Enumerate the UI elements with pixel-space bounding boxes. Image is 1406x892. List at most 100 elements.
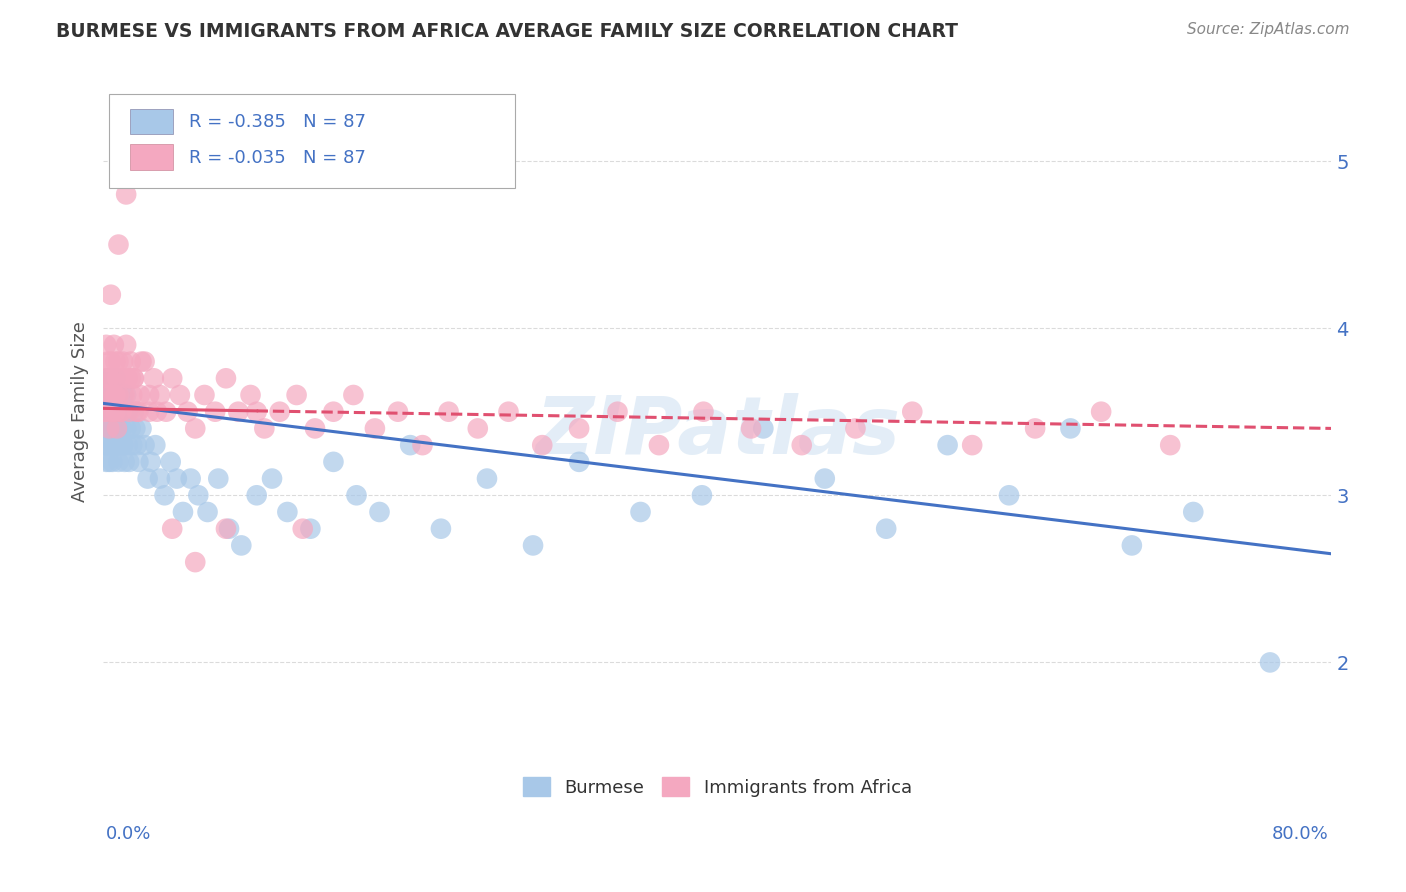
Point	[844, 421, 866, 435]
Point	[121, 388, 143, 402]
Point	[97, 405, 120, 419]
Point	[1090, 405, 1112, 419]
Point	[96, 421, 118, 435]
Point	[108, 438, 131, 452]
Point	[901, 405, 924, 419]
Point	[998, 488, 1021, 502]
Point	[107, 455, 129, 469]
Point	[96, 388, 118, 402]
Point	[368, 505, 391, 519]
Point	[110, 421, 132, 435]
Point	[498, 405, 520, 419]
Point	[108, 388, 131, 402]
Text: BURMESE VS IMMIGRANTS FROM AFRICA AVERAGE FAMILY SIZE CORRELATION CHART: BURMESE VS IMMIGRANTS FROM AFRICA AVERAG…	[56, 22, 959, 41]
Point	[107, 405, 129, 419]
Point	[104, 405, 127, 419]
Point	[207, 472, 229, 486]
Point	[103, 421, 125, 435]
Point	[1121, 538, 1143, 552]
Point	[322, 405, 344, 419]
Point	[97, 371, 120, 385]
Point	[104, 371, 127, 385]
Point	[875, 522, 897, 536]
FancyBboxPatch shape	[131, 109, 173, 135]
Point	[1024, 421, 1046, 435]
Point	[96, 388, 118, 402]
Point	[93, 438, 115, 452]
Point	[138, 405, 160, 419]
Point	[112, 438, 135, 452]
Point	[101, 455, 124, 469]
Point	[437, 405, 460, 419]
Point	[114, 405, 136, 419]
Point	[93, 405, 115, 419]
Text: ZIPatlas: ZIPatlas	[534, 392, 900, 471]
Point	[114, 455, 136, 469]
Point	[1258, 656, 1281, 670]
Point	[630, 505, 652, 519]
Text: 0.0%: 0.0%	[105, 825, 150, 843]
Text: 80.0%: 80.0%	[1272, 825, 1329, 843]
Point	[100, 405, 122, 419]
Point	[101, 388, 124, 402]
Point	[467, 421, 489, 435]
Point	[105, 438, 128, 452]
Point	[322, 455, 344, 469]
Point	[239, 388, 262, 402]
Point	[117, 371, 139, 385]
Point	[146, 405, 169, 419]
Text: Source: ZipAtlas.com: Source: ZipAtlas.com	[1187, 22, 1350, 37]
Point	[112, 354, 135, 368]
Point	[101, 405, 124, 419]
Point	[291, 522, 314, 536]
Point	[103, 338, 125, 352]
Point	[160, 522, 183, 536]
Point	[814, 472, 837, 486]
Point	[122, 405, 145, 419]
Point	[118, 455, 141, 469]
Point	[648, 438, 671, 452]
Point	[169, 388, 191, 402]
Point	[107, 354, 129, 368]
Point	[160, 371, 183, 385]
Point	[936, 438, 959, 452]
Point	[120, 421, 142, 435]
Point	[790, 438, 813, 452]
Point	[115, 187, 138, 202]
Point	[531, 438, 554, 452]
Point	[115, 421, 138, 435]
Point	[110, 405, 132, 419]
Point	[110, 405, 132, 419]
Point	[246, 405, 269, 419]
Point	[475, 472, 498, 486]
Point	[98, 371, 121, 385]
Point	[124, 421, 146, 435]
Point	[120, 371, 142, 385]
Point	[138, 388, 160, 402]
Point	[143, 438, 166, 452]
Point	[260, 472, 283, 486]
Point	[118, 405, 141, 419]
Point	[153, 488, 176, 502]
Point	[159, 455, 181, 469]
Point	[97, 438, 120, 452]
FancyBboxPatch shape	[131, 145, 173, 169]
Point	[122, 371, 145, 385]
Point	[125, 405, 148, 419]
Point	[110, 371, 132, 385]
Point	[104, 421, 127, 435]
Point	[176, 405, 198, 419]
Point	[346, 488, 368, 502]
Point	[142, 371, 165, 385]
Point	[522, 538, 544, 552]
Point	[692, 405, 714, 419]
Point	[104, 388, 127, 402]
Point	[253, 421, 276, 435]
Point	[149, 388, 172, 402]
Point	[107, 237, 129, 252]
Point	[155, 405, 177, 419]
Point	[97, 354, 120, 368]
Point	[129, 388, 152, 402]
Point	[97, 405, 120, 419]
Point	[172, 505, 194, 519]
